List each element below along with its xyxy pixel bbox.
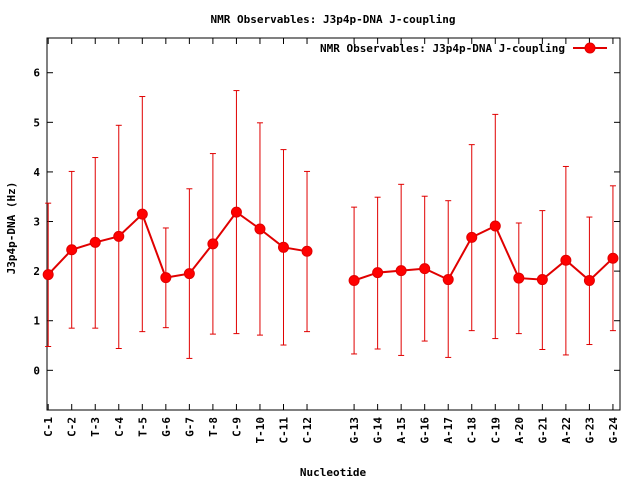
x-tick-label: T-8 (207, 417, 220, 437)
x-tick-label: G-14 (372, 417, 385, 444)
plot-frame-layer (46, 37, 621, 411)
x-tick-label: G-7 (183, 417, 196, 437)
x-tick-label: T-5 (136, 417, 149, 437)
x-tick-label: A-15 (395, 417, 408, 444)
x-axis-label: Nucleotide (300, 466, 367, 479)
x-tick-label: C-19 (489, 417, 502, 444)
x-tick-label: C-1 (42, 417, 55, 437)
chart-title: NMR Observables: J3p4p-DNA J-coupling (210, 13, 455, 26)
y-tick-label: 3 (33, 216, 40, 229)
data-point (513, 272, 525, 284)
legend-marker-sample (584, 42, 596, 54)
x-tick-label: A-20 (513, 417, 526, 444)
data-point (583, 275, 595, 287)
x-tick-label: G-16 (419, 417, 432, 444)
data-point (348, 275, 360, 287)
x-tick-label: G-6 (160, 417, 173, 437)
data-point (254, 223, 266, 235)
x-tick-label: C-4 (113, 417, 126, 437)
data-point (419, 263, 431, 275)
x-tick-label: C-18 (466, 417, 479, 444)
series-line (353, 224, 614, 282)
series-layer (42, 90, 619, 359)
data-point (301, 245, 313, 257)
x-tick-label: G-21 (536, 417, 549, 444)
data-point (277, 241, 289, 253)
x-tick-label: T-10 (254, 417, 267, 444)
x-tick-label: C-2 (66, 417, 79, 437)
x-tick-label: A-17 (442, 417, 455, 444)
data-point (442, 274, 454, 286)
data-point (230, 206, 242, 218)
x-tick-label: A-22 (560, 417, 573, 444)
data-point (466, 231, 478, 243)
data-point (160, 272, 172, 284)
x-tick-label: T-3 (89, 417, 102, 437)
data-point (136, 208, 148, 220)
axis-layer: 0 1 2 3 4 5 6 C-1 C-2 T-3 C-4 T-5 G-6 G-7 T-8 C-9 T-10 C-… (33, 38, 620, 444)
data-point (42, 269, 54, 281)
x-tick-label: C-11 (277, 417, 290, 444)
plot-frame (46, 37, 621, 411)
data-point (89, 236, 101, 248)
data-point (395, 265, 407, 277)
x-tick-label: C-9 (230, 417, 243, 437)
y-tick-label: 2 (33, 265, 40, 278)
data-point (536, 274, 548, 286)
data-point (489, 220, 501, 232)
x-tick-label: G-13 (348, 417, 361, 444)
series-line (47, 210, 308, 279)
x-tick-label: G-23 (583, 417, 596, 444)
y-axis-label: J3p4p-DNA (Hz) (5, 182, 18, 275)
data-point (560, 254, 572, 266)
legend-entry-label: NMR Observables: J3p4p-DNA J-coupling (320, 42, 565, 55)
data-point (607, 252, 619, 264)
legend: NMR Observables: J3p4p-DNA J-coupling (320, 42, 607, 55)
y-tick-label: 0 (33, 364, 40, 377)
y-tick-label: 6 (33, 67, 40, 80)
x-tick-label: C-12 (301, 417, 314, 444)
y-tick-label: 4 (33, 166, 40, 179)
data-point (66, 244, 78, 256)
data-point (372, 267, 384, 279)
y-tick-label: 5 (33, 116, 40, 129)
data-point (113, 230, 125, 242)
data-point (183, 268, 195, 280)
y-tick-label: 1 (33, 315, 40, 328)
x-tick-label: G-24 (607, 417, 620, 444)
data-point (207, 238, 219, 250)
